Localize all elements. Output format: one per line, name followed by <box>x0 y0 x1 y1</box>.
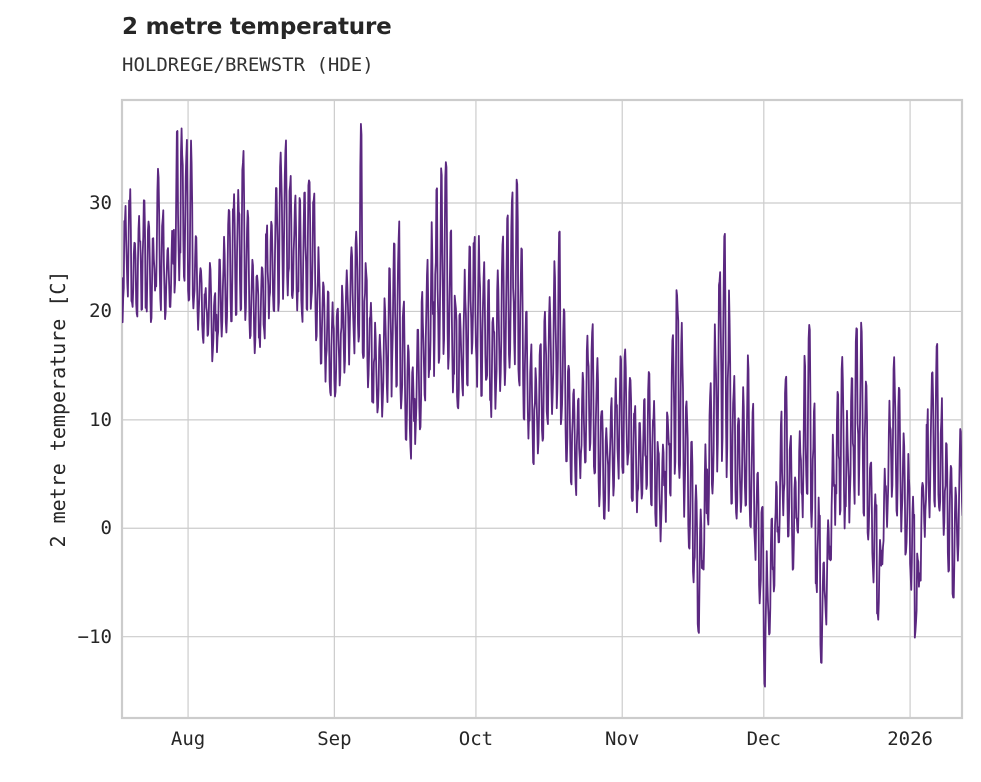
y-tick-label: −10 <box>77 625 112 648</box>
chart-title: 2 metre temperature <box>122 14 392 40</box>
x-tick-label: Sep <box>317 728 352 750</box>
y-axis-ticks: −10 0 10 20 30 <box>56 0 112 782</box>
x-tick-label: Aug <box>170 728 206 750</box>
y-tick-label: 10 <box>89 408 112 431</box>
x-tick-label: Oct <box>458 728 494 750</box>
y-tick-label: 30 <box>89 192 112 214</box>
x-tick-label: 2026 <box>887 728 933 750</box>
y-tick-label: 20 <box>89 300 112 323</box>
y-tick-label: 0 <box>100 517 112 540</box>
x-tick-label: Dec <box>746 728 781 750</box>
x-tick-label: Nov <box>605 728 640 750</box>
chart-subtitle: HOLDREGE/BREWSTR (HDE) <box>122 54 374 76</box>
